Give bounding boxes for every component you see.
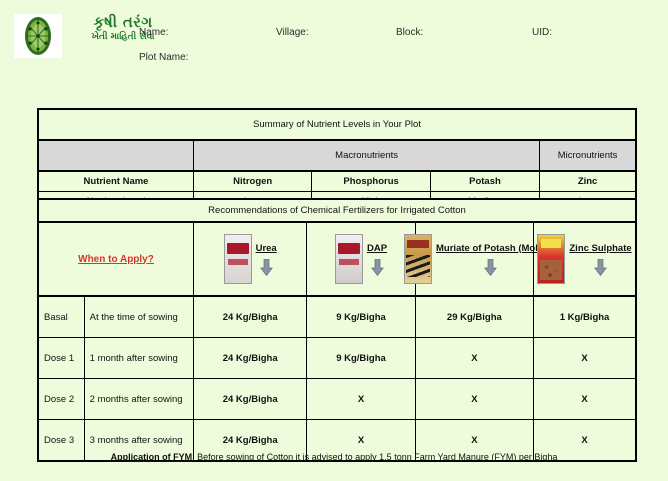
- brand-logo: [14, 14, 62, 58]
- dose-mop-dose2: X: [414, 378, 535, 420]
- when-to-apply-cell: When to Apply?: [37, 221, 194, 297]
- summary-group-macro: Macronutrients: [193, 139, 541, 172]
- dap-bag-icon: [334, 234, 363, 284]
- product-header-zinc: Zinc Sulphate: [533, 221, 637, 297]
- dose-mop-dose1: X: [414, 337, 535, 379]
- summary-title: Summary of Nutrient Levels in Your Plot: [37, 108, 637, 141]
- dose-timing-dose3: 3 months after sowing: [83, 419, 194, 462]
- summary-title-row: Summary of Nutrient Levels in Your Plot: [37, 108, 637, 141]
- dose-timing-dose1: 1 month after sowing: [83, 337, 194, 379]
- table-row: Dose 3 3 months after sowing 24 Kg/Bigha…: [37, 419, 637, 462]
- when-to-apply-label: When to Apply?: [78, 253, 154, 265]
- fertilizer-recommendation-table: Recommendations of Chemical Fertilizers …: [37, 198, 637, 462]
- fym-footnote-label: Application of FYM: [110, 452, 193, 462]
- dose-urea-dose2: 24 Kg/Bigha: [192, 378, 308, 420]
- down-arrow-icon: [259, 258, 273, 276]
- nutrient-name-row: Nutrient Name Nitrogen Phosphorus Potash…: [37, 170, 637, 192]
- dose-urea-dose1: 24 Kg/Bigha: [192, 337, 308, 379]
- dose-zinc-dose1: X: [533, 337, 637, 379]
- dose-label-dose2: Dose 2: [37, 378, 85, 420]
- fym-footnote-text: : Before sowing of Cotton it is advised …: [192, 452, 558, 462]
- down-arrow-icon: [483, 258, 497, 276]
- brand-text: કૃષી તરંગ ખેતી માહિતી સેવા: [63, 15, 183, 42]
- table-row: Basal At the time of sowing 24 Kg/Bigha …: [37, 295, 637, 338]
- mop-bag-icon: [404, 234, 433, 284]
- brand-subtitle: ખેતી માહિતી સેવા: [91, 32, 155, 42]
- dose-zinc-dose3: X: [533, 419, 637, 462]
- dose-timing-basal: At the time of sowing: [83, 295, 194, 338]
- nutrient-name-label: Nutrient Name: [37, 170, 195, 192]
- village-label: Village:: [276, 27, 309, 38]
- dose-mop-basal: 29 Kg/Bigha: [414, 295, 535, 338]
- leaf-logo-icon: [25, 17, 51, 55]
- nutrient-name-potash: Potash: [429, 170, 541, 192]
- dose-mop-dose3: X: [414, 419, 535, 462]
- zinc-sulphate-bag-icon: [537, 234, 566, 284]
- dose-zinc-basal: 1 Kg/Bigha: [533, 295, 637, 338]
- dose-dap-basal: 9 Kg/Bigha: [306, 295, 416, 338]
- nutrient-name-nitrogen: Nitrogen: [193, 170, 313, 192]
- down-arrow-icon: [370, 258, 384, 276]
- nutrient-summary-table: Summary of Nutrient Levels in Your Plot …: [37, 108, 637, 213]
- summary-group-blank: [37, 139, 195, 172]
- fertilizer-header-row: When to Apply? Urea: [37, 221, 637, 297]
- recommendation-title: Recommendations of Chemical Fertilizers …: [37, 198, 637, 223]
- urea-bag-icon: [223, 234, 252, 284]
- dose-urea-dose3: 24 Kg/Bigha: [192, 419, 308, 462]
- product-name-dap: DAP: [366, 242, 388, 254]
- product-name-zinc-sulphate: Zinc Sulphate: [569, 242, 632, 254]
- summary-group-row: Macronutrients Micronutrients: [37, 139, 637, 172]
- dose-urea-basal: 24 Kg/Bigha: [192, 295, 308, 338]
- uid-label: UID:: [532, 27, 552, 38]
- plot-name-label: Plot Name:: [139, 52, 189, 63]
- name-label: Name:: [139, 27, 169, 38]
- recommendation-title-row: Recommendations of Chemical Fertilizers …: [37, 198, 637, 223]
- page-header: કૃષી તરંગ ખેતી માહિતી સેવા Name: Village…: [0, 0, 668, 95]
- dose-label-dose3: Dose 3: [37, 419, 85, 462]
- product-name-mop: Muriate of Potash (MoP): [436, 242, 545, 254]
- nutrient-name-zinc: Zinc: [539, 170, 637, 192]
- fym-footnote: Application of FYM: Before sowing of Cot…: [0, 452, 668, 462]
- dose-label-basal: Basal: [37, 295, 85, 338]
- table-row: Dose 2 2 months after sowing 24 Kg/Bigha…: [37, 378, 637, 420]
- dose-dap-dose3: X: [306, 419, 416, 462]
- summary-group-micro: Micronutrients: [539, 139, 637, 172]
- product-name-urea: Urea: [255, 242, 277, 254]
- block-label: Block:: [396, 27, 424, 38]
- dose-zinc-dose2: X: [533, 378, 637, 420]
- down-arrow-icon: [594, 258, 607, 276]
- dose-dap-dose1: 9 Kg/Bigha: [306, 337, 416, 379]
- table-row: Dose 1 1 month after sowing 24 Kg/Bigha …: [37, 337, 637, 379]
- product-header-dap: DAP: [306, 221, 416, 297]
- product-header-mop: Muriate of Potash (MoP): [404, 221, 545, 297]
- brand-title: કૃષી તરંગ: [93, 13, 153, 31]
- dose-timing-dose2: 2 months after sowing: [83, 378, 194, 420]
- dose-dap-dose2: X: [306, 378, 416, 420]
- nutrient-name-phosphorus: Phosphorus: [311, 170, 431, 192]
- product-header-urea: Urea: [192, 221, 308, 297]
- dose-label-dose1: Dose 1: [37, 337, 85, 379]
